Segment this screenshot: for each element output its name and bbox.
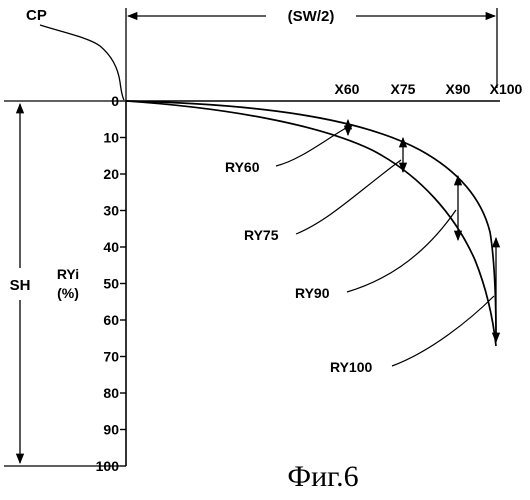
sw-half-label: (SW/2) <box>288 8 335 25</box>
ry100-label: RY100 <box>330 359 373 375</box>
ryi-label: RYi <box>57 266 79 282</box>
x100-label: X100 <box>490 81 523 97</box>
y-tick-label: 0 <box>111 93 119 109</box>
cp-leader-line <box>40 25 124 100</box>
outer-profile-curve <box>126 101 496 340</box>
ry75-leader <box>296 160 401 234</box>
ry75-label: RY75 <box>244 227 279 243</box>
y-tick-label: 60 <box>103 312 119 328</box>
ry60-leader <box>276 128 346 166</box>
y-tick-label: 80 <box>103 385 119 401</box>
y-tick-label: 50 <box>103 276 119 292</box>
ry60-label: RY60 <box>225 159 260 175</box>
y-tick-label: 100 <box>96 458 120 474</box>
cp-label: CP <box>26 7 47 24</box>
figure-caption: Фиг.6 <box>287 460 358 493</box>
ry90-label: RY90 <box>295 285 330 301</box>
y-axis-ticks: 0 10 20 30 40 50 60 70 80 90 100 <box>96 93 126 474</box>
inner-profile-curve <box>126 101 496 346</box>
x90-label: X90 <box>446 81 471 97</box>
y-tick-label: 10 <box>103 130 119 146</box>
y-tick-label: 70 <box>103 349 119 365</box>
ryi-unit-label: (%) <box>57 285 79 301</box>
sh-label: SH <box>10 277 31 294</box>
ry90-leader <box>347 210 456 292</box>
y-tick-label: 20 <box>103 166 119 182</box>
x75-label: X75 <box>391 81 416 97</box>
ry100-leader <box>392 296 494 366</box>
y-tick-label: 40 <box>103 239 119 255</box>
y-tick-label: 30 <box>103 203 119 219</box>
x60-label: X60 <box>335 81 360 97</box>
y-tick-label: 90 <box>103 422 119 438</box>
